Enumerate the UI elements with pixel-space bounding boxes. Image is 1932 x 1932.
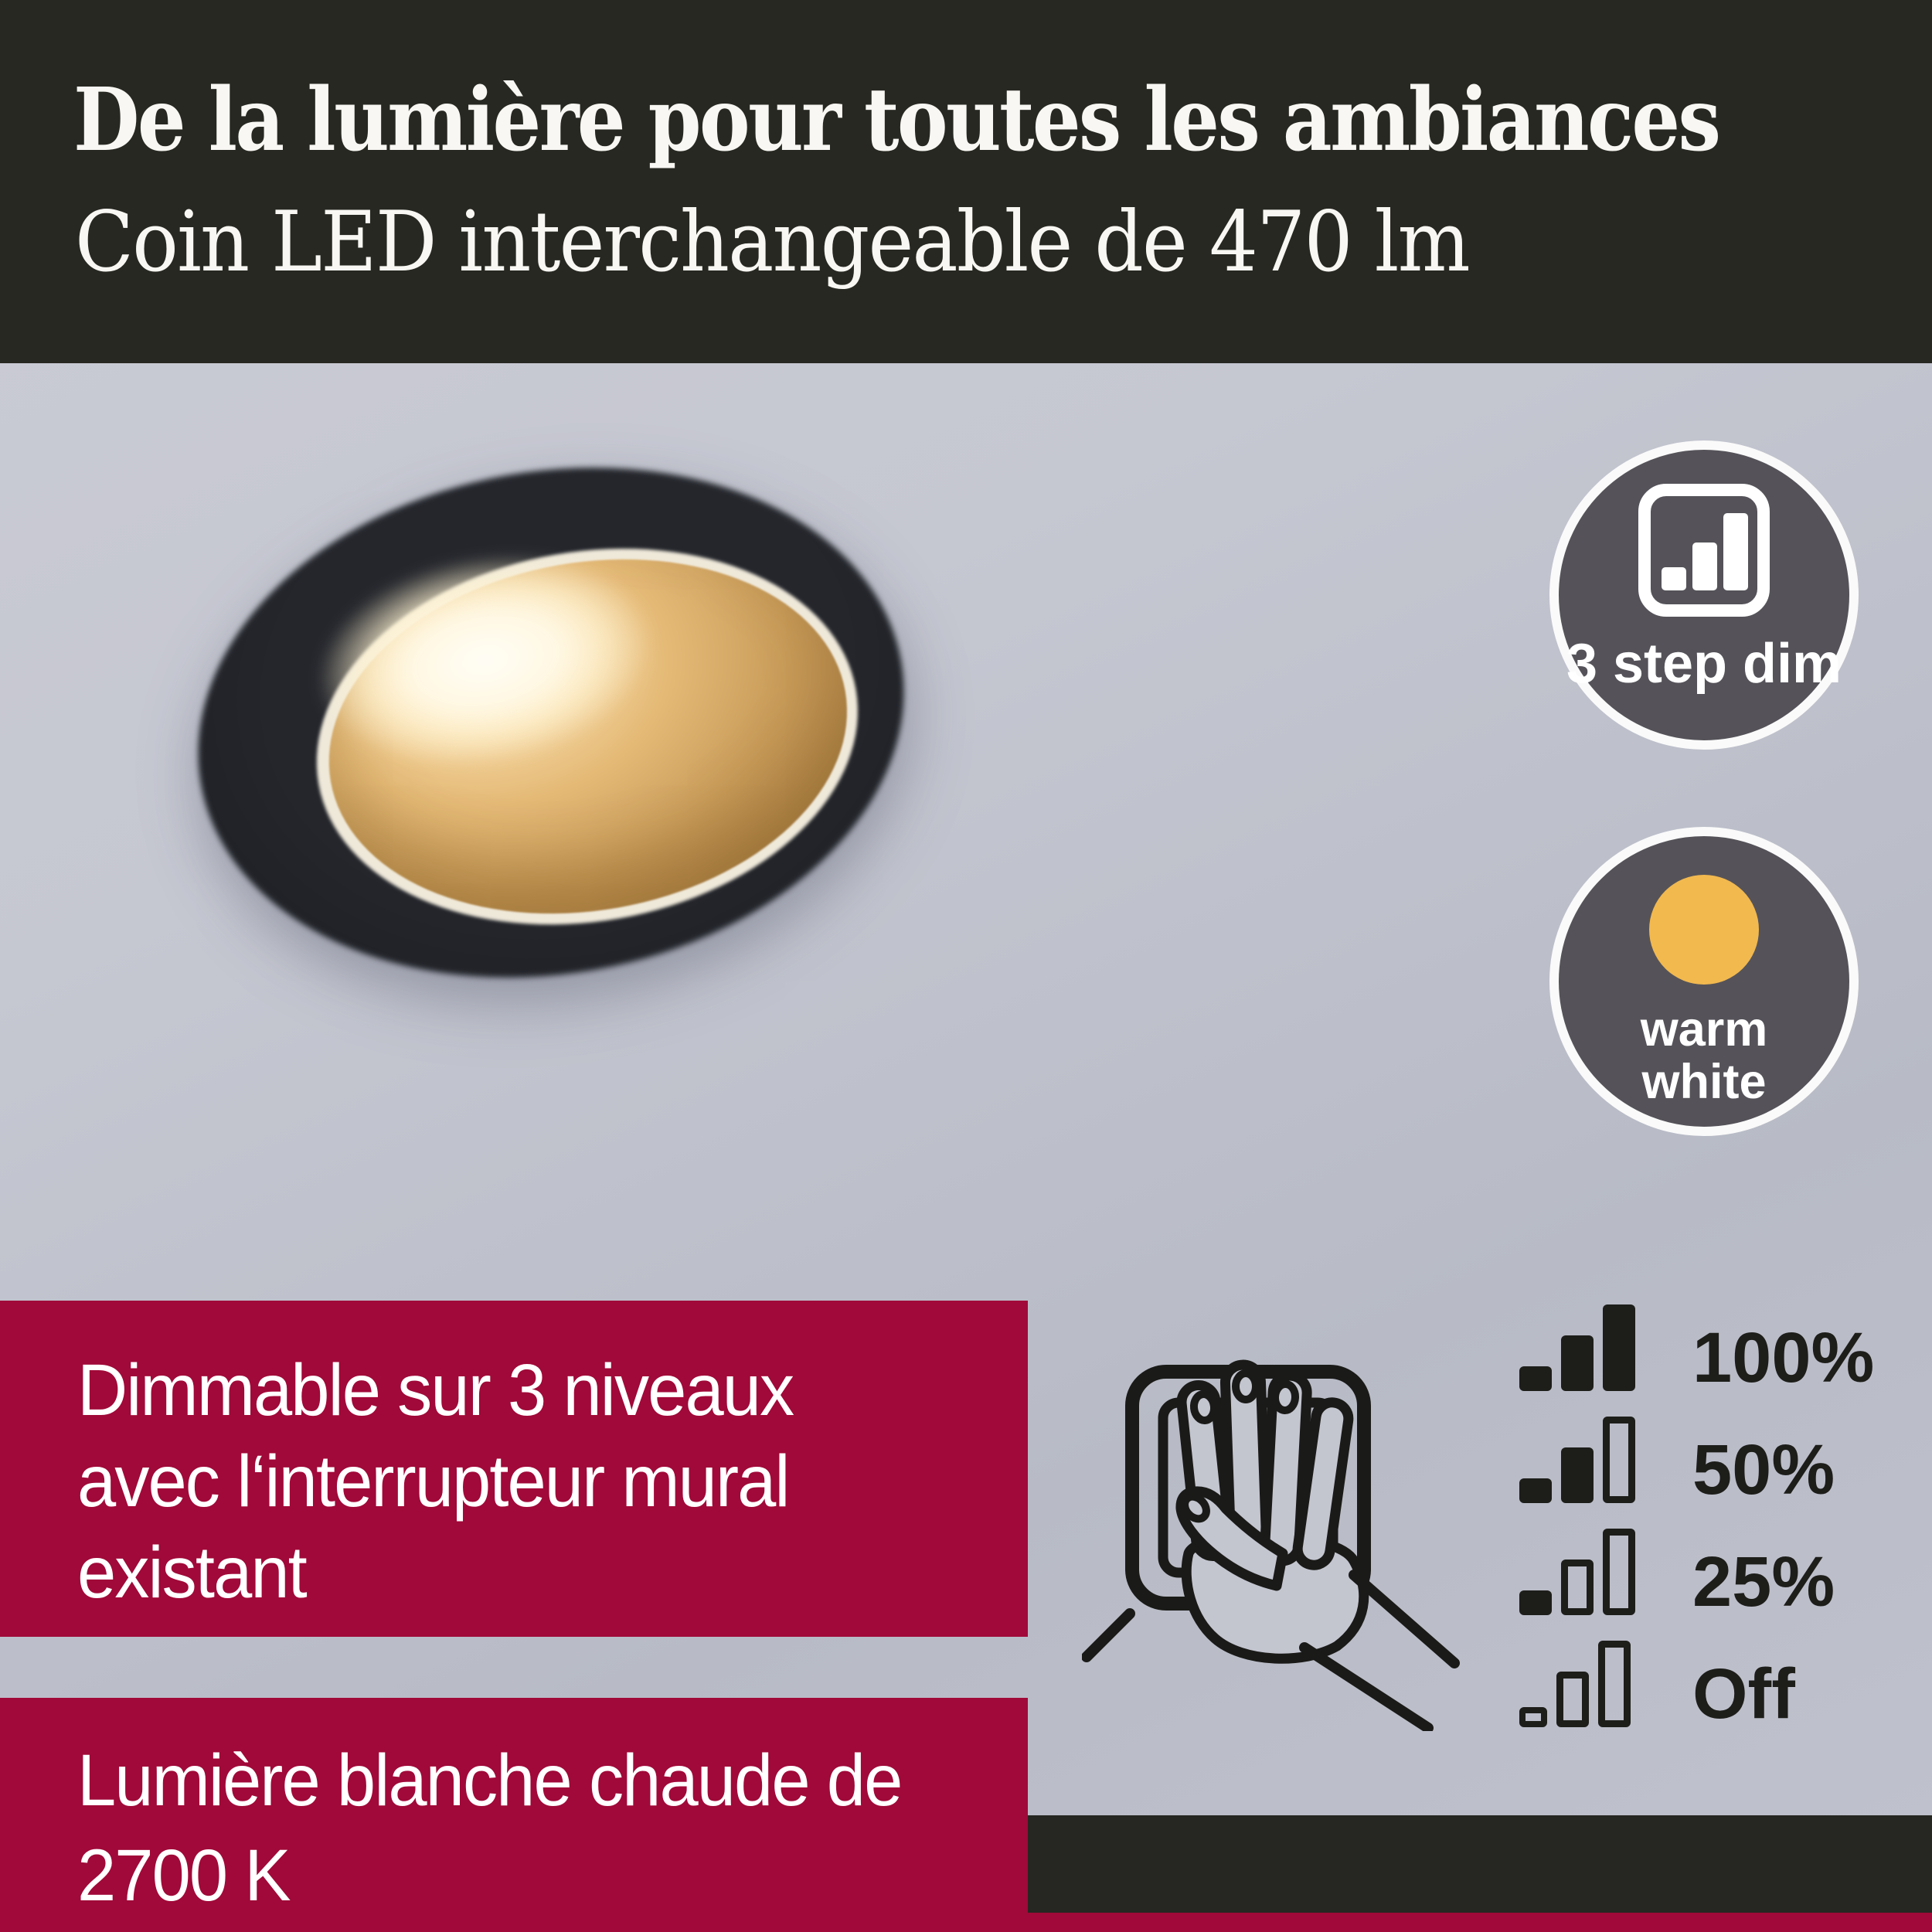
dim-bar [1519, 1590, 1552, 1615]
feature-box-warm-light: Lumière blanche chaude de 2700 K [0, 1698, 1028, 1932]
dim-level-row: 25% [1519, 1529, 1874, 1622]
feature-box-dimmable: Dimmable sur 3 niveaux avec l‘interrupte… [0, 1301, 1028, 1637]
badge-warm-white: warm white [1549, 827, 1859, 1136]
fingernail [1232, 1369, 1260, 1403]
switch-corner-line [1082, 1608, 1135, 1662]
dim-level-bars-icon [1519, 1304, 1635, 1391]
dim-bar-medium [1692, 543, 1717, 590]
header-banner: De la lumière pour toutes les ambiances … [0, 0, 1932, 363]
dim-levels: 100% 50% 25% Off [1519, 1304, 1874, 1753]
bottom-red-strip [1028, 1913, 1932, 1932]
dim-steps-icon [1638, 484, 1770, 617]
dim-level-bars-icon [1519, 1417, 1635, 1503]
hand-finger [1292, 1397, 1354, 1570]
fingernail [1270, 1380, 1300, 1414]
dim-bar [1561, 1560, 1594, 1615]
dim-bar [1561, 1335, 1594, 1391]
dim-level-bars-icon [1519, 1641, 1635, 1727]
feature-text: Lumière blanche chaude de 2700 K [77, 1733, 903, 1923]
dim-level-row: 50% [1519, 1417, 1874, 1510]
dim-level-label: 100% [1692, 1318, 1875, 1398]
dim-bar [1556, 1672, 1589, 1727]
fingernail [1189, 1390, 1219, 1424]
dim-level-bars-icon [1519, 1529, 1635, 1615]
feature-text-line: existant [77, 1532, 308, 1614]
dim-level-row: 100% [1519, 1304, 1875, 1398]
feature-text-line: avec l‘interrupteur mural [77, 1440, 790, 1522]
badge-label-line1: warm [1640, 1002, 1768, 1056]
page-subtitle: Coin LED interchangeable de 470 lm [75, 194, 1471, 291]
wall-switch-hand-icon [1082, 1359, 1460, 1731]
thumbnail [1181, 1492, 1210, 1523]
dim-bar [1519, 1366, 1552, 1391]
dim-bar [1603, 1529, 1635, 1615]
arm-line [1349, 1570, 1460, 1668]
feature-text: Dimmable sur 3 niveaux avec l‘interrupte… [77, 1345, 794, 1618]
dim-bar-large [1723, 513, 1748, 590]
dim-level-label: 50% [1692, 1430, 1835, 1510]
dim-bar [1519, 1707, 1547, 1727]
badge-label-line2: white [1641, 1055, 1767, 1109]
dim-level-label: Off [1692, 1655, 1795, 1734]
dim-level-label: 25% [1692, 1543, 1835, 1622]
warm-white-color-swatch [1649, 875, 1759, 985]
dim-bar [1519, 1478, 1552, 1503]
badge-label-warm-white: warm white [1559, 1003, 1849, 1108]
dim-bar-small [1662, 567, 1686, 590]
dim-level-row: Off [1519, 1641, 1874, 1734]
arm-line [1299, 1642, 1434, 1731]
feature-text-line: Lumière blanche chaude de [77, 1740, 903, 1821]
feature-text-line: 2700 K [77, 1835, 291, 1917]
page-title: De la lumière pour toutes les ambiances [73, 70, 1721, 171]
dim-bar [1603, 1304, 1635, 1391]
dim-bar [1598, 1641, 1631, 1727]
recessed-light-photo [157, 413, 945, 1032]
dim-bar [1561, 1447, 1594, 1503]
badge-label-step-dim: 3 step dim [1566, 633, 1842, 695]
badge-3-step-dim: 3 step dim [1549, 440, 1859, 750]
dim-bar [1603, 1417, 1635, 1503]
bottom-dark-band [1028, 1815, 1932, 1913]
feature-text-line: Dimmable sur 3 niveaux [77, 1349, 794, 1431]
